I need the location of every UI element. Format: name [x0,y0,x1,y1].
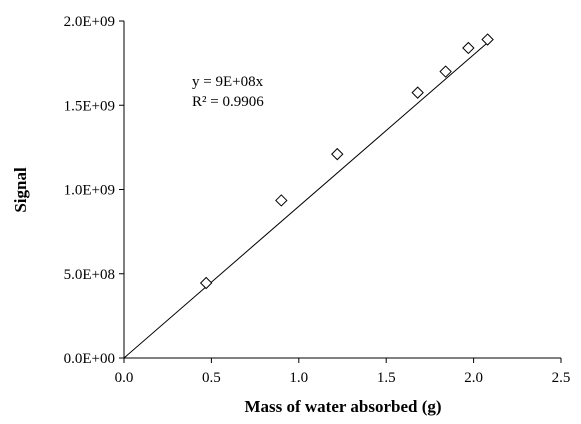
y-tick-label: 5.0E+08 [64,267,115,283]
x-axis-title: Mass of water absorbed (g) [244,397,441,416]
y-tick-label: 1.0E+09 [64,183,115,199]
x-tick-label: 0.0 [115,370,134,386]
data-point [481,33,494,46]
trendline-group [123,42,488,359]
annotations: y = 9E+08x R² = 0.9906 [192,74,264,110]
x-tick-label: 1.0 [289,370,308,386]
y-tick-label: 2.0E+09 [64,14,115,30]
data-point [411,86,424,99]
trendline [123,42,488,359]
x-ticks: 0.0 0.5 1.0 1.5 2.0 2.5 [115,358,571,386]
y-tick-label: 0.0E+00 [64,351,115,367]
data-points [199,33,494,290]
x-tick-label: 2.0 [464,370,483,386]
data-point [275,194,288,207]
equation-annotation: y = 9E+08x [192,74,264,90]
r-squared-annotation: R² = 0.9906 [192,94,264,110]
y-axis-title: Signal [11,167,30,213]
x-tick-label: 1.5 [377,370,396,386]
x-tick-label: 0.5 [202,370,221,386]
axes [123,21,561,359]
x-tick-label: 2.5 [552,370,571,386]
data-point [331,147,344,161]
data-point [439,65,452,78]
y-ticks: 0.0E+00 5.0E+08 1.0E+09 1.5E+09 2.0E+09 [64,14,124,367]
y-tick-label: 1.5E+09 [64,98,115,114]
data-point [462,41,475,55]
data-point [199,276,213,290]
